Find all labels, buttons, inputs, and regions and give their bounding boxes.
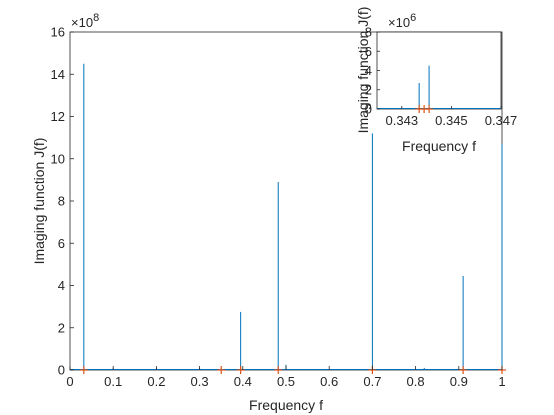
main-y-tick-label: 12	[51, 109, 65, 124]
main-y-tick-label: 10	[51, 151, 65, 166]
main-y-tick-label: 0	[58, 363, 65, 378]
main-y-tick-label: 8	[58, 194, 65, 209]
main-marker	[459, 366, 468, 374]
inset-y-tick-label: 4	[365, 63, 372, 78]
main-x-tick-label: 0.9	[450, 374, 468, 389]
inset-y-exponent-power: 6	[410, 12, 416, 24]
inset-y-exponent-base: 10	[396, 15, 410, 30]
inset-y-tick-label: 6	[365, 44, 372, 59]
main-x-tick-label: 0	[66, 374, 73, 389]
main-x-tick-label: 0.4	[234, 374, 252, 389]
main-x-tick-label: 1	[498, 374, 505, 389]
inset-plot-area	[376, 31, 502, 110]
inset-y-exponent-prefix: ×	[388, 15, 396, 30]
inset-y-axis-label: Imaging function J(f)	[355, 7, 371, 134]
main-marker	[274, 366, 283, 374]
main-marker	[79, 366, 88, 374]
main-y-exponent-power: 8	[93, 12, 99, 24]
inset-x-tick-label: 0.343	[386, 113, 419, 128]
inset-y-tick-label: 2	[365, 82, 372, 97]
main-marker	[236, 366, 245, 374]
main-y-axis-label: Imaging function J(f)	[31, 138, 47, 265]
main-x-tick-label: 0.5	[277, 374, 295, 389]
main-x-axis-label: Frequency f	[249, 397, 323, 413]
main-y-ticks: 0 2 4 6 8 10 12 14 16	[51, 25, 74, 378]
inset-x-axis-label: Frequency f	[402, 138, 476, 154]
main-y-tick-label: 2	[58, 320, 65, 335]
main-y-tick-label: 16	[51, 25, 65, 40]
inset-x-tick-label: 0.345	[435, 113, 468, 128]
main-y-tick-label: 4	[58, 278, 65, 293]
inset-x-ticks: 0.343 0.345 0.347	[386, 106, 518, 128]
main-y-tick-label: 14	[51, 67, 65, 82]
inset-x-tick-label: 0.347	[485, 113, 518, 128]
inset-marker	[425, 105, 434, 113]
main-y-exponent-base: 10	[79, 15, 93, 30]
main-y-exponent-prefix: ×	[71, 15, 79, 30]
main-x-tick-label: 0.1	[104, 374, 122, 389]
inset-markers	[415, 105, 434, 113]
main-x-tick-label: 0.7	[363, 374, 381, 389]
main-x-ticks: 0 0.1 0.2 0.3 0.4 0.5 0.6 0.7 0.8 0.9 1	[66, 366, 506, 389]
main-x-tick-label: 0.2	[147, 374, 165, 389]
inset-y-ticks: 0 2 4 6 8	[365, 25, 380, 117]
inset-chart: 0.343 0.345 0.347 0 2 4 6 8 Frequency f Imagin…	[355, 7, 517, 154]
inset-y-tick-label: 8	[365, 25, 372, 40]
inset-y-exponent: ×106	[388, 12, 416, 30]
main-marker	[217, 366, 226, 374]
main-series	[70, 63, 503, 370]
main-x-tick-label: 0.6	[320, 374, 338, 389]
main-x-tick-label: 0.3	[191, 374, 209, 389]
inset-series	[377, 65, 501, 109]
inset-axes-box	[376, 31, 502, 110]
inset-y-tick-label: 0	[365, 102, 372, 117]
main-x-tick-label: 0.8	[407, 374, 425, 389]
main-y-tick-label: 6	[58, 236, 65, 251]
main-y-exponent: ×108	[71, 12, 99, 30]
